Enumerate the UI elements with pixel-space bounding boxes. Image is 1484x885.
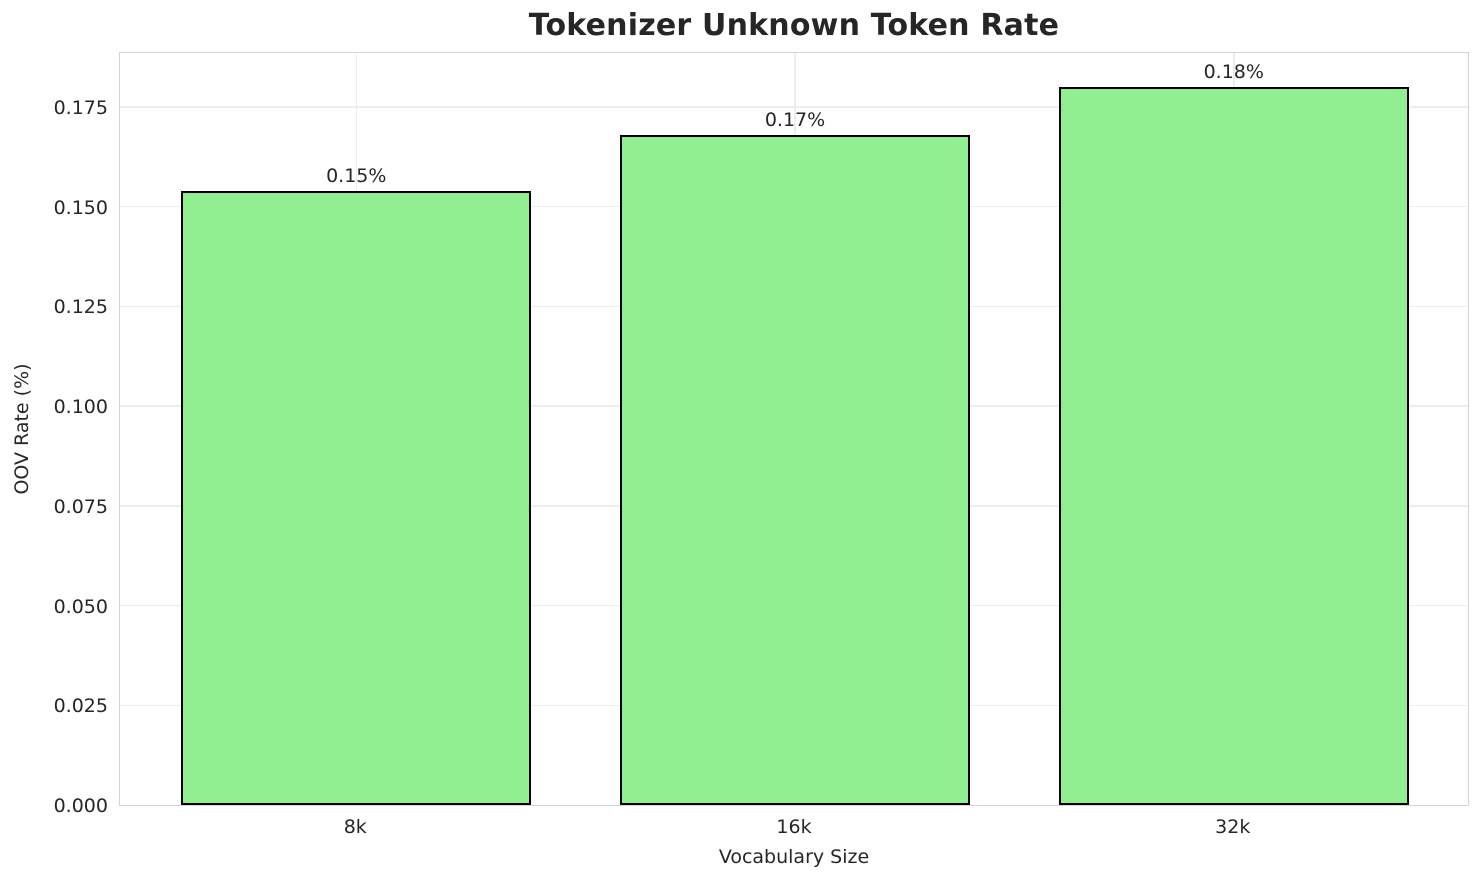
bar bbox=[620, 134, 970, 805]
y-tick-label: 0.075 bbox=[53, 495, 108, 518]
y-tick-label: 0.100 bbox=[53, 396, 108, 419]
y-axis-label: OOV Rate (%) bbox=[11, 363, 33, 495]
x-tick-label: 8k bbox=[343, 816, 367, 838]
y-tick-label: 0.175 bbox=[53, 96, 108, 119]
bar-value-label: 0.17% bbox=[764, 108, 826, 131]
plot-area: 0.15% 0.17% 0.18% bbox=[119, 52, 1469, 806]
bar-value-label: 0.15% bbox=[326, 164, 387, 187]
y-tick-label: 0.150 bbox=[53, 196, 108, 219]
gridline-horizontal bbox=[120, 106, 1468, 108]
x-tick-label: 16k bbox=[776, 816, 812, 838]
chart-title: Tokenizer Unknown Token Rate bbox=[528, 8, 1060, 43]
x-tick-label: 32k bbox=[1215, 816, 1251, 838]
y-tick-label: 0.000 bbox=[53, 795, 108, 817]
bar-value-label: 0.18% bbox=[1203, 60, 1264, 83]
y-tick-label: 0.125 bbox=[53, 296, 108, 319]
y-tick-label: 0.025 bbox=[53, 695, 108, 718]
x-axis-label: Vocabulary Size bbox=[718, 846, 870, 868]
bar bbox=[1058, 86, 1409, 805]
y-tick-label: 0.050 bbox=[53, 595, 108, 618]
bar bbox=[181, 190, 532, 805]
